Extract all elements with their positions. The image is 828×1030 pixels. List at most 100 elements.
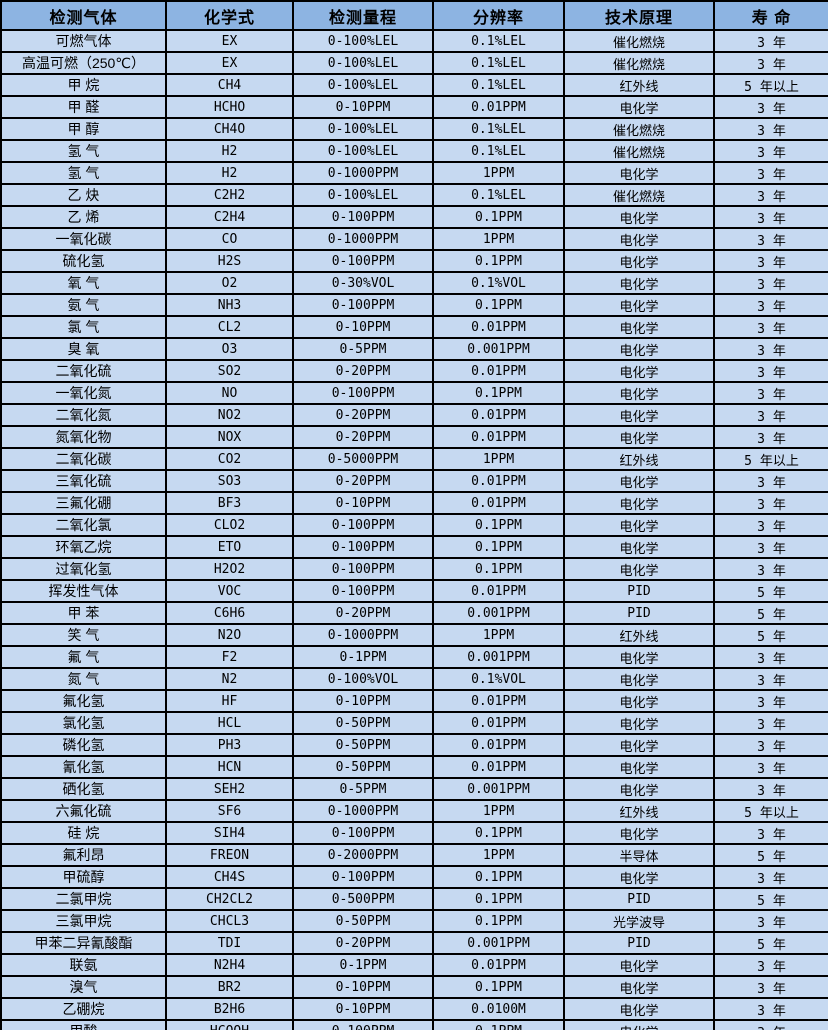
gas-name-cell: 挥发性气体	[0, 579, 167, 603]
range-cell: 0-20PPM	[292, 425, 434, 449]
table-row: 甲 醛 HCHO 0-10PPM 0.01PPM 电化学 3 年	[0, 95, 828, 119]
principle-cell: 红外线	[563, 447, 715, 471]
formula-cell: CHCL3	[165, 909, 294, 933]
gas-name-cell: 三氧化硫	[0, 469, 167, 493]
formula-cell: SF6	[165, 799, 294, 823]
formula-cell: EX	[165, 51, 294, 75]
table-row: 过氧化氢 H2O2 0-100PPM 0.1PPM 电化学 3 年	[0, 557, 828, 581]
resolution-cell: 0.001PPM	[432, 601, 565, 625]
range-cell: 0-100PPM	[292, 821, 434, 845]
gas-name-cell: 三氟化硼	[0, 491, 167, 515]
range-cell: 0-50PPM	[292, 733, 434, 757]
table-row: 六氟化硫 SF6 0-1000PPM 1PPM 红外线 5 年以上	[0, 799, 828, 823]
lifespan-cell: 3 年	[713, 205, 828, 229]
lifespan-cell: 5 年以上	[713, 799, 828, 823]
principle-cell: 电化学	[563, 755, 715, 779]
gas-name-cell: 甲酸	[0, 1019, 167, 1030]
resolution-cell: 0.01PPM	[432, 469, 565, 493]
lifespan-cell: 3 年	[713, 975, 828, 999]
principle-cell: 红外线	[563, 623, 715, 647]
column-header-principle: 技术原理	[563, 0, 715, 31]
principle-cell: 电化学	[563, 161, 715, 185]
formula-cell: H2S	[165, 249, 294, 273]
gas-name-cell: 氮氧化物	[0, 425, 167, 449]
gas-name-cell: 三氯甲烷	[0, 909, 167, 933]
formula-cell: F2	[165, 645, 294, 669]
range-cell: 0-2000PPM	[292, 843, 434, 867]
range-cell: 0-1000PPM	[292, 161, 434, 185]
formula-cell: SIH4	[165, 821, 294, 845]
resolution-cell: 0.01PPM	[432, 359, 565, 383]
lifespan-cell: 3 年	[713, 777, 828, 801]
resolution-cell: 0.1PPM	[432, 205, 565, 229]
gas-name-cell: 乙 烯	[0, 205, 167, 229]
table-row: 氢 气 H2 0-100%LEL 0.1%LEL 催化燃烧 3 年	[0, 139, 828, 163]
principle-cell: 红外线	[563, 799, 715, 823]
range-cell: 0-100%LEL	[292, 117, 434, 141]
resolution-cell: 0.1%VOL	[432, 271, 565, 295]
table-row: 笑 气 N2O 0-1000PPM 1PPM 红外线 5 年	[0, 623, 828, 647]
principle-cell: 电化学	[563, 777, 715, 801]
gas-name-cell: 二氧化碳	[0, 447, 167, 471]
resolution-cell: 0.01PPM	[432, 689, 565, 713]
resolution-cell: 0.1PPM	[432, 887, 565, 911]
principle-cell: 电化学	[563, 249, 715, 273]
formula-cell: FREON	[165, 843, 294, 867]
table-row: 氟利昂 FREON 0-2000PPM 1PPM 半导体 5 年	[0, 843, 828, 867]
gas-name-cell: 硅 烷	[0, 821, 167, 845]
gas-name-cell: 联氨	[0, 953, 167, 977]
resolution-cell: 1PPM	[432, 623, 565, 647]
gas-name-cell: 甲 苯	[0, 601, 167, 625]
resolution-cell: 0.1PPM	[432, 909, 565, 933]
formula-cell: CO2	[165, 447, 294, 471]
table-row: 三氯甲烷 CHCL3 0-50PPM 0.1PPM 光学波导 3 年	[0, 909, 828, 933]
formula-cell: NOX	[165, 425, 294, 449]
principle-cell: 电化学	[563, 667, 715, 691]
formula-cell: N2O	[165, 623, 294, 647]
range-cell: 0-100PPM	[292, 513, 434, 537]
resolution-cell: 0.1%VOL	[432, 667, 565, 691]
table-body: 可燃气体 EX 0-100%LEL 0.1%LEL 催化燃烧 3 年高温可燃（250℃） E…	[0, 29, 828, 1030]
principle-cell: 电化学	[563, 337, 715, 361]
resolution-cell: 0.1%LEL	[432, 73, 565, 97]
table-row: 溴气 BR2 0-10PPM 0.1PPM 电化学 3 年	[0, 975, 828, 999]
principle-cell: 电化学	[563, 821, 715, 845]
principle-cell: 半导体	[563, 843, 715, 867]
table-row: 乙 烯 C2H4 0-100PPM 0.1PPM 电化学 3 年	[0, 205, 828, 229]
lifespan-cell: 3 年	[713, 359, 828, 383]
resolution-cell: 1PPM	[432, 447, 565, 471]
principle-cell: PID	[563, 579, 715, 603]
lifespan-cell: 3 年	[713, 535, 828, 559]
range-cell: 0-100PPM	[292, 249, 434, 273]
formula-cell: HCN	[165, 755, 294, 779]
principle-cell: 电化学	[563, 425, 715, 449]
lifespan-cell: 3 年	[713, 645, 828, 669]
range-cell: 0-10PPM	[292, 315, 434, 339]
resolution-cell: 0.1PPM	[432, 821, 565, 845]
table-row: 氟 气 F2 0-1PPM 0.001PPM 电化学 3 年	[0, 645, 828, 669]
formula-cell: H2	[165, 139, 294, 163]
gas-name-cell: 二氯甲烷	[0, 887, 167, 911]
principle-cell: 电化学	[563, 469, 715, 493]
resolution-cell: 0.01PPM	[432, 95, 565, 119]
gas-name-cell: 甲 醇	[0, 117, 167, 141]
lifespan-cell: 3 年	[713, 161, 828, 185]
formula-cell: N2	[165, 667, 294, 691]
range-cell: 0-5PPM	[292, 777, 434, 801]
gas-name-cell: 氢 气	[0, 139, 167, 163]
gas-name-cell: 一氧化碳	[0, 227, 167, 251]
gas-name-cell: 氟利昂	[0, 843, 167, 867]
gas-name-cell: 一氧化氮	[0, 381, 167, 405]
range-cell: 0-1000PPM	[292, 799, 434, 823]
column-header-gas: 检测气体	[0, 0, 167, 31]
principle-cell: 催化燃烧	[563, 117, 715, 141]
formula-cell: N2H4	[165, 953, 294, 977]
principle-cell: 电化学	[563, 491, 715, 515]
table-row: 氮 气 N2 0-100%VOL 0.1%VOL 电化学 3 年	[0, 667, 828, 691]
gas-name-cell: 氮 气	[0, 667, 167, 691]
table-row: 甲 烷 CH4 0-100%LEL 0.1%LEL 红外线 5 年以上	[0, 73, 828, 97]
range-cell: 0-10PPM	[292, 689, 434, 713]
range-cell: 0-100PPM	[292, 557, 434, 581]
